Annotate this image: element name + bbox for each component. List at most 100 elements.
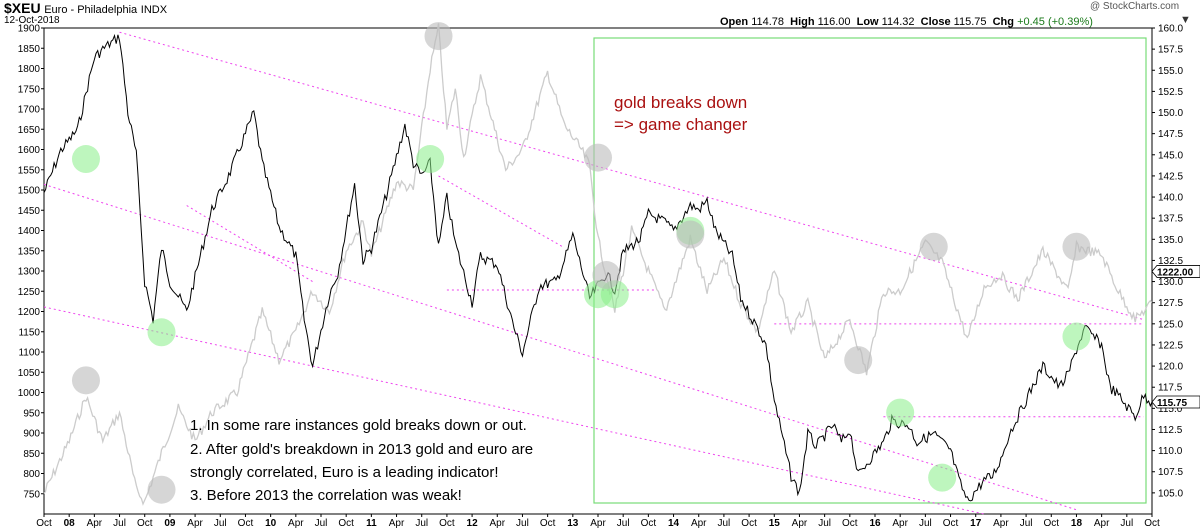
headline-line-1: gold breaks down: [614, 93, 747, 112]
left-tick-label: 1100: [18, 348, 40, 359]
right-tick-label: 112.5: [1158, 425, 1183, 436]
left-tick-label: 1550: [18, 165, 41, 176]
left-tick-label: 1400: [18, 226, 41, 237]
close-label: Close: [920, 16, 951, 28]
high-label: High: [790, 16, 815, 28]
gray-highlight-circle: [592, 261, 621, 290]
x-tick-label: Jul: [919, 518, 932, 528]
trend-line: [119, 31, 1144, 321]
right-tick-label: 135.0: [1158, 235, 1183, 246]
headline-line-2: => game changer: [614, 115, 748, 134]
chg-value: +0.45 (+0.39%): [1017, 16, 1093, 28]
green-highlight-circle: [71, 145, 100, 174]
green-highlight-circle: [886, 398, 915, 427]
quote-line: Open 114.78 High 116.00 Low 114.32 Close…: [720, 16, 1160, 28]
left-tick-label: 1800: [18, 64, 41, 75]
x-tick-label: Oct: [238, 518, 254, 528]
last-value-labels: 1222.00 115.75: [1151, 265, 1200, 409]
right-axis: 105.0 107.5 110.0 112.5 115.0 117.5 120.0 122.5…: [1152, 24, 1183, 499]
right-tick-label: 105.0: [1158, 488, 1183, 499]
x-tick-label: 17: [970, 518, 982, 528]
x-tick-label: Oct: [641, 518, 657, 528]
right-tick-label: 150.0: [1158, 108, 1183, 119]
note-line-2: 2. After gold's breakdown in 2013 gold a…: [190, 441, 533, 458]
chart-date: 12-Oct-2018: [4, 15, 60, 26]
left-tick-label: 1000: [18, 388, 41, 399]
x-tick-label: Apr: [489, 518, 505, 528]
x-tick-label: Oct: [540, 518, 556, 528]
x-tick-label: Jul: [1120, 518, 1133, 528]
gray-highlight-circle: [844, 346, 873, 375]
chart-header: $XEU Euro - Philadelphia INDX 12-Oct-201…: [4, 0, 167, 26]
high-value: 116.00: [817, 16, 851, 28]
x-tick-label: 10: [265, 518, 277, 528]
right-tick-label: 115.0: [1158, 404, 1183, 415]
gold-last-value-label: 1222.00: [1151, 265, 1200, 278]
x-tick-label: Jul: [113, 518, 126, 528]
green-highlight-circle: [1062, 322, 1091, 351]
x-tick-label: Apr: [792, 518, 808, 528]
right-tick-label: 145.0: [1158, 150, 1183, 161]
right-tick-label: 125.0: [1158, 319, 1183, 330]
x-tick-label: Apr: [590, 518, 606, 528]
right-tick-label: 130.0: [1158, 277, 1183, 288]
left-tick-label: 1300: [18, 267, 41, 278]
x-tick-label: Jul: [1020, 518, 1033, 528]
chart-menu-chevron-down-icon[interactable]: ▼: [1180, 14, 1191, 26]
left-tick-label: 1600: [18, 145, 41, 156]
left-tick-label: 800: [23, 469, 40, 480]
gold-line: [43, 23, 1153, 506]
gold-last-value-label-text: 1222.00: [1157, 267, 1194, 278]
x-tick-label: 08: [64, 518, 76, 528]
left-tick-label: 750: [23, 489, 40, 500]
x-tick-label: Apr: [1094, 518, 1110, 528]
x-axis: Oct 08 Apr Jul Oct 09 Apr Jul Oct 10 Apr Jul Oct 11 Ap…: [36, 514, 1160, 528]
low-value: 114.32: [881, 16, 915, 28]
x-tick-label: Oct: [741, 518, 757, 528]
open-value: 114.78: [751, 16, 785, 28]
gray-highlight-circle: [676, 220, 705, 249]
gold-last-value-label-box: [1151, 265, 1200, 278]
left-tick-label: 900: [23, 429, 40, 440]
left-tick-label: 1700: [18, 105, 41, 116]
right-tick-label: 140.0: [1158, 193, 1183, 204]
x-tick-label: Apr: [993, 518, 1009, 528]
right-tick-label: 160.0: [1158, 24, 1183, 35]
symbol-description: Euro - Philadelphia: [44, 4, 138, 16]
x-tick-label: Oct: [338, 518, 354, 528]
right-tick-label: 127.5: [1158, 298, 1183, 309]
right-tick-label: 152.5: [1158, 87, 1183, 98]
gray-highlight-circle: [71, 366, 100, 395]
gray-highlight-circle: [584, 143, 612, 172]
green-highlight-circle: [147, 318, 176, 347]
right-tick-label: 155.0: [1158, 66, 1183, 77]
left-tick-label: 1150: [18, 327, 40, 338]
highlight-circles: [71, 22, 1091, 504]
x-tick-label: Apr: [389, 518, 405, 528]
x-tick-label: 15: [769, 518, 781, 528]
left-tick-label: 1850: [18, 44, 41, 55]
trend-line: [43, 306, 985, 515]
x-tick-label: Apr: [288, 518, 304, 528]
x-tick-label: 18: [1071, 518, 1083, 528]
x-tick-label: Oct: [1043, 518, 1059, 528]
x-tick-label: Oct: [842, 518, 858, 528]
x-tick-label: Apr: [892, 518, 908, 528]
gold-series: [43, 23, 1153, 506]
x-tick-label: Jul: [617, 518, 630, 528]
note-line-3: strongly correlated, Euro is a leading i…: [190, 464, 499, 481]
left-tick-label: 1900: [18, 24, 41, 35]
x-tick-label: Apr: [691, 518, 707, 528]
x-tick-label: Jul: [818, 518, 831, 528]
left-tick-label: 1050: [18, 368, 41, 379]
euro-last-value-label-box: [1151, 395, 1200, 409]
right-tick-label: 120.0: [1158, 362, 1183, 373]
x-tick-label: Oct: [439, 518, 455, 528]
x-tick-label: Oct: [943, 518, 959, 528]
left-axis: 750 800 850 900 950 1000 1050 1100 1150 1200 1250 1…: [18, 24, 44, 500]
trend-lines: [43, 31, 1144, 515]
right-tick-label: 117.5: [1158, 383, 1183, 394]
right-tick-label: 142.5: [1158, 171, 1183, 182]
x-tick-label: Jul: [415, 518, 428, 528]
left-tick-label: 1500: [18, 186, 41, 197]
